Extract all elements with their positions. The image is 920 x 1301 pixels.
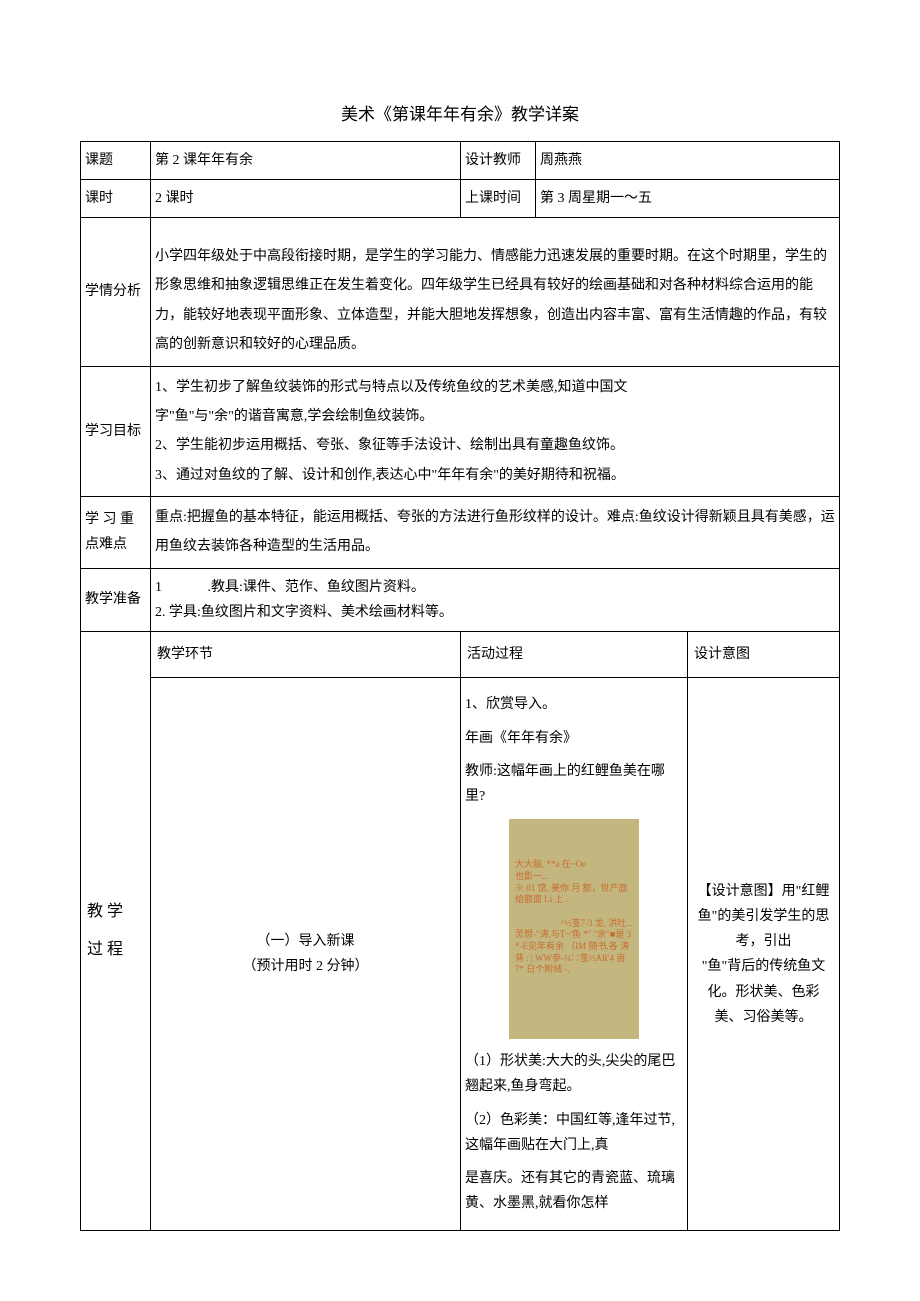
activity-p5: （2）色彩美：中国红等,逢年过节,这幅年画贴在大门上,真 bbox=[465, 1108, 683, 1158]
hours-value: 2 课时 bbox=[151, 179, 461, 217]
prep-line1: 1 .教具:课件、范作、鱼纹图片资料。 bbox=[155, 580, 425, 595]
header-row-1: 课题 第 2 课年年有余 设计教师 周燕燕 bbox=[81, 141, 840, 179]
process-col-activity: 活动过程 bbox=[461, 632, 688, 678]
analysis-label: 学情分析 bbox=[81, 217, 151, 366]
time-label: 上课时间 bbox=[461, 179, 536, 217]
img-text-5: 灵想-"涛,与T~'鱼 *" "余"■是 3 *-E见年有余 （IM 随书,各 … bbox=[515, 929, 633, 976]
keypoints-content: 重点:把握鱼的基本特征，能运用概括、夸张的方法进行鱼形纹样的设计。难点:鱼纹设计… bbox=[151, 497, 840, 569]
time-value: 第 3 周星期一～五 bbox=[536, 179, 840, 217]
designer-value: 周燕燕 bbox=[536, 141, 840, 179]
lesson-plan-table: 课题 第 2 课年年有余 设计教师 周燕燕 课时 2 课时 上课时间 第 3 周… bbox=[80, 141, 840, 1232]
process-label: 教学过程 bbox=[81, 632, 151, 1231]
activity-p1: 1、欣赏导入。 bbox=[465, 692, 683, 717]
objectives-row: 学习目标 1、学生初步了解鱼纹装饰的形式与特点以及传统鱼纹的艺术美感,知道中国文… bbox=[81, 366, 840, 497]
img-text-2: 也影一... bbox=[515, 871, 633, 883]
analysis-content: 小学四年级处于中高段衔接时期，是学生的学习能力、情感能力迅速发展的重要时期。在这… bbox=[151, 217, 840, 366]
topic-value: 第 2 课年年有余 bbox=[151, 141, 461, 179]
keypoints-label: 学 习 重点难点 bbox=[81, 497, 151, 569]
process-section-1: （一）导入新课 （预计用时 2 分钟） 1、欣赏导入。 年画《年年有余》 教师:… bbox=[81, 678, 840, 1231]
process-col-intent: 设计意图 bbox=[688, 632, 840, 678]
prep-content: 1 .教具:课件、范作、鱼纹图片资料。 2. 学具:鱼纹图片和文字资料、美术绘画… bbox=[151, 568, 840, 631]
section1-intent: 【设计意图】用"红鲤鱼"的美引发学生的思考，引出 "鱼"背后的传统鱼文化。形状美… bbox=[688, 678, 840, 1231]
objectives-line2: 字"鱼"与"余"的谐音寓意,学会绘制鱼纹装饰。 bbox=[155, 409, 433, 424]
objectives-label: 学习目标 bbox=[81, 366, 151, 497]
prep-line2: 2. 学具:鱼纹图片和文字资料、美术绘画材料等。 bbox=[155, 605, 453, 620]
section1-activity: 1、欣赏导入。 年画《年年有余》 教师:这幅年画上的红鲤鱼美在哪里? 大大脑, … bbox=[461, 678, 688, 1231]
embedded-image-placeholder: 大大脑, **a 在~Oe 也影一... ※ 01 馆, 美你 月 额，世产面给… bbox=[509, 819, 639, 1039]
header-row-2: 课时 2 课时 上课时间 第 3 周星期一～五 bbox=[81, 179, 840, 217]
document-title: 美术《第课年年有余》教学详案 bbox=[80, 100, 840, 131]
process-header-row: 教学过程 教学环节 活动过程 设计意图 bbox=[81, 632, 840, 678]
process-col-section: 教学环节 bbox=[151, 632, 461, 678]
prep-row: 教学准备 1 .教具:课件、范作、鱼纹图片资料。 2. 学具:鱼纹图片和文字资料… bbox=[81, 568, 840, 631]
objectives-line3: 2、学生能初步运用概括、夸张、象征等手法设计、绘制出具有童趣鱼纹饰。 bbox=[155, 438, 624, 453]
topic-label: 课题 bbox=[81, 141, 151, 179]
designer-label: 设计教师 bbox=[461, 141, 536, 179]
activity-p2: 年画《年年有余》 bbox=[465, 726, 683, 751]
prep-label: 教学准备 bbox=[81, 568, 151, 631]
img-text-3: ※ 01 馆, 美你 月 额，世产面给额面 Li 上 . bbox=[515, 883, 633, 906]
section1-title: （一）导入新课 （预计用时 2 分钟） bbox=[151, 678, 461, 1231]
objectives-line1: 1、学生初步了解鱼纹装饰的形式与特点以及传统鱼纹的艺术美感,知道中国文 bbox=[155, 380, 628, 395]
activity-p3: 教师:这幅年画上的红鲤鱼美在哪里? bbox=[465, 759, 683, 809]
analysis-row: 学情分析 小学四年级处于中高段衔接时期，是学生的学习能力、情感能力迅速发展的重要… bbox=[81, 217, 840, 366]
activity-p4: （1）形状美:大大的头,尖尖的尾巴翘起来,鱼身弯起。 bbox=[465, 1049, 683, 1099]
hours-label: 课时 bbox=[81, 179, 151, 217]
activity-p6: 是喜庆。还有其它的青瓷蓝、琉璃黄、水墨黑,就看你怎样 bbox=[465, 1166, 683, 1216]
img-text-4: ^½茧7-3 龙, 洪吐... bbox=[515, 918, 633, 930]
keypoints-row: 学 习 重点难点 重点:把握鱼的基本特征，能运用概括、夸张的方法进行鱼形纹样的设… bbox=[81, 497, 840, 569]
objectives-line4: 3、通过对鱼纹的了解、设计和创作,表达心中"年年有余"的美好期待和祝福。 bbox=[155, 468, 625, 483]
img-text-1: 大大脑, **a 在~Oe bbox=[515, 859, 633, 871]
objectives-content: 1、学生初步了解鱼纹装饰的形式与特点以及传统鱼纹的艺术美感,知道中国文 字"鱼"… bbox=[151, 366, 840, 497]
